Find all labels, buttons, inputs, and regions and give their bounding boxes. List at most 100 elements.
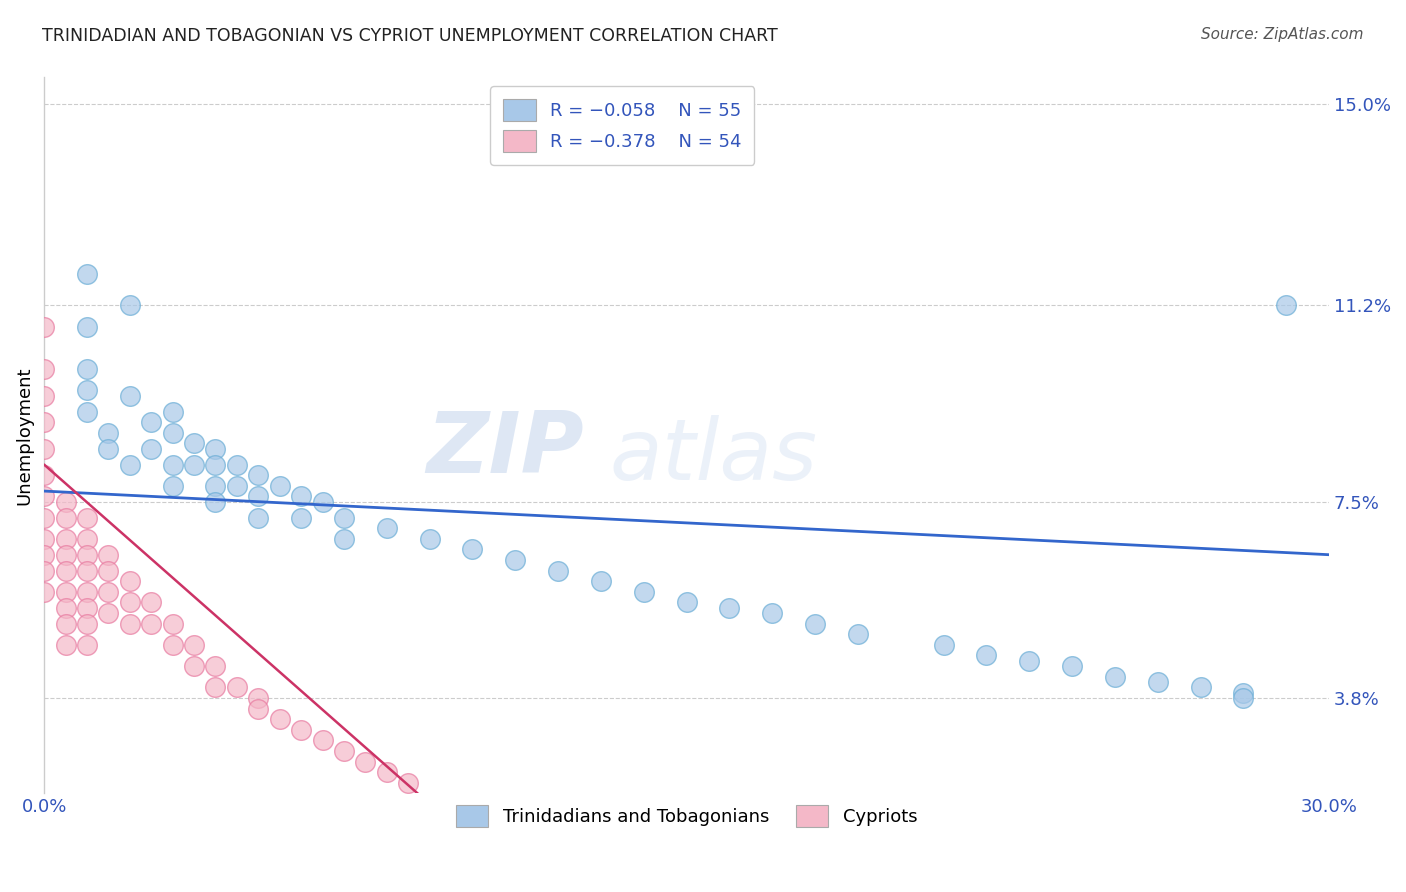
Text: ZIP: ZIP <box>426 409 583 491</box>
Point <box>375 521 398 535</box>
Point <box>976 648 998 663</box>
Point <box>204 681 226 695</box>
Point <box>162 404 184 418</box>
Point <box>247 489 270 503</box>
Point <box>269 479 291 493</box>
Text: TRINIDADIAN AND TOBAGONIAN VS CYPRIOT UNEMPLOYMENT CORRELATION CHART: TRINIDADIAN AND TOBAGONIAN VS CYPRIOT UN… <box>42 27 778 45</box>
Point <box>290 723 312 737</box>
Point <box>269 712 291 726</box>
Point <box>247 701 270 715</box>
Point <box>247 510 270 524</box>
Point <box>333 744 356 758</box>
Point <box>76 404 98 418</box>
Point <box>141 616 163 631</box>
Point <box>55 600 77 615</box>
Point <box>375 765 398 780</box>
Point <box>76 362 98 376</box>
Point <box>141 442 163 456</box>
Point <box>76 600 98 615</box>
Point <box>247 468 270 483</box>
Point <box>1146 675 1168 690</box>
Point <box>55 638 77 652</box>
Point <box>32 415 55 429</box>
Point <box>547 564 569 578</box>
Point <box>118 595 141 609</box>
Point <box>162 458 184 472</box>
Legend: Trinidadians and Tobagonians, Cypriots: Trinidadians and Tobagonians, Cypriots <box>449 798 925 834</box>
Point <box>589 574 612 589</box>
Point <box>118 616 141 631</box>
Point <box>55 532 77 546</box>
Point <box>76 532 98 546</box>
Point <box>290 510 312 524</box>
Point <box>76 384 98 398</box>
Point <box>32 532 55 546</box>
Point <box>311 494 333 508</box>
Point <box>225 681 247 695</box>
Point <box>247 690 270 705</box>
Point <box>1018 654 1040 668</box>
Point <box>311 733 333 747</box>
Point <box>118 574 141 589</box>
Point <box>675 595 697 609</box>
Point <box>32 319 55 334</box>
Point <box>97 564 120 578</box>
Point <box>183 436 205 450</box>
Point <box>761 606 783 620</box>
Point <box>55 616 77 631</box>
Point <box>333 510 356 524</box>
Point <box>55 494 77 508</box>
Point <box>76 638 98 652</box>
Point <box>290 489 312 503</box>
Point <box>183 458 205 472</box>
Point <box>32 584 55 599</box>
Point <box>118 458 141 472</box>
Point <box>503 553 526 567</box>
Point <box>162 616 184 631</box>
Point <box>32 362 55 376</box>
Text: atlas: atlas <box>609 416 817 499</box>
Point <box>97 584 120 599</box>
Point <box>162 425 184 440</box>
Point <box>97 425 120 440</box>
Point <box>32 548 55 562</box>
Point <box>633 584 655 599</box>
Point <box>162 479 184 493</box>
Point <box>183 638 205 652</box>
Point <box>55 564 77 578</box>
Point <box>55 510 77 524</box>
Point <box>419 532 441 546</box>
Point <box>32 389 55 403</box>
Text: Source: ZipAtlas.com: Source: ZipAtlas.com <box>1201 27 1364 42</box>
Point <box>32 489 55 503</box>
Point <box>32 510 55 524</box>
Point <box>396 776 419 790</box>
Point <box>32 564 55 578</box>
Point <box>97 606 120 620</box>
Point <box>204 659 226 673</box>
Point <box>118 298 141 312</box>
Point <box>204 479 226 493</box>
Point <box>1232 690 1254 705</box>
Point <box>1275 298 1298 312</box>
Point <box>141 595 163 609</box>
Point <box>97 548 120 562</box>
Point <box>354 755 377 769</box>
Point <box>183 659 205 673</box>
Point <box>76 267 98 281</box>
Point <box>162 638 184 652</box>
Point <box>932 638 955 652</box>
Point <box>141 415 163 429</box>
Point <box>204 458 226 472</box>
Point <box>55 548 77 562</box>
Point <box>204 494 226 508</box>
Point <box>32 468 55 483</box>
Point <box>846 627 869 641</box>
Point <box>1232 685 1254 699</box>
Point <box>76 510 98 524</box>
Point <box>55 584 77 599</box>
Point <box>118 389 141 403</box>
Point <box>333 532 356 546</box>
Point <box>804 616 827 631</box>
Point <box>225 458 247 472</box>
